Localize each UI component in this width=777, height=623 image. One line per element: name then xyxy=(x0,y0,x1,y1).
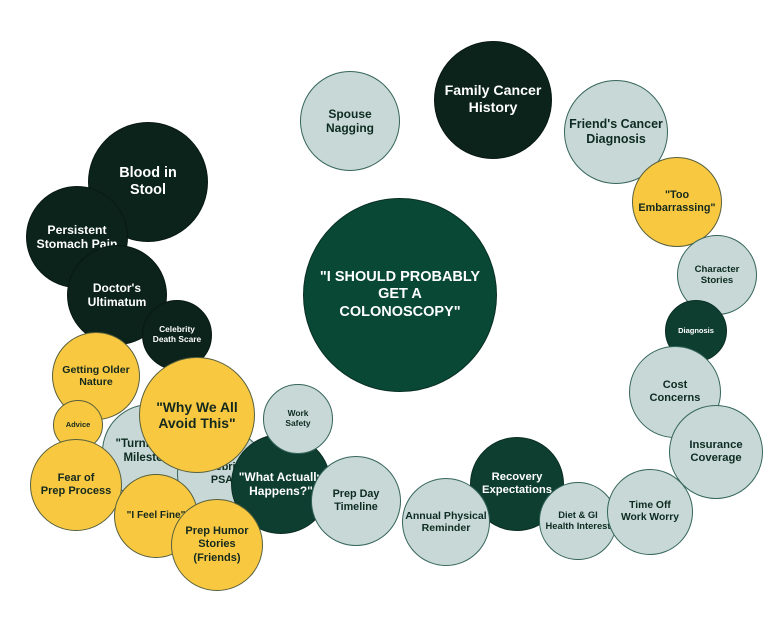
bubble-label-prep-humor-stories: Prep Humor Stories (Friends) xyxy=(185,525,249,564)
bubble-time-off-work-worry: Time Off Work Worry xyxy=(607,469,693,555)
bubble-annual-physical-reminder: Annual Physical Reminder xyxy=(402,478,490,566)
bubble-label-spouse-nagging: Spouse Nagging xyxy=(326,106,374,135)
bubble-label-diagnosis: Diagnosis xyxy=(678,325,714,335)
bubble-label-diet-gi-health-interest: Diet & GI Health Interest xyxy=(545,509,611,531)
bubble-label-cost-concerns: Cost Concerns xyxy=(649,378,701,404)
bubble-label-celebrity-death-scare: Celebrity Death Scare xyxy=(152,324,202,344)
bubble-label-central-topic: "I SHOULD PROBABLY GET A COLONOSCOPY" xyxy=(319,269,481,320)
bubble-why-we-all-avoid-this: "Why We All Avoid This" xyxy=(139,357,255,473)
bubble-diet-gi-health-interest: Diet & GI Health Interest xyxy=(539,482,617,560)
bubble-label-time-off-work-worry: Time Off Work Worry xyxy=(620,499,680,523)
bubble-prep-humor-stories: Prep Humor Stories (Friends) xyxy=(171,499,263,591)
bubble-family-cancer-history: Family Cancer History xyxy=(434,41,552,159)
bubble-label-why-we-all-avoid-this: "Why We All Avoid This" xyxy=(156,398,238,431)
bubble-label-too-embarrassing: "Too Embarrassing" xyxy=(638,189,716,214)
bubble-label-recovery-expectations: Recovery Expectations xyxy=(481,470,553,496)
bubble-label-prep-day-timeline: Prep Day Timeline xyxy=(332,488,380,513)
bubble-label-character-stories: Character Stories xyxy=(694,263,740,286)
bubble-label-getting-older-nature: Getting Older Nature xyxy=(62,363,130,388)
bubble-label-family-cancer-history: Family Cancer History xyxy=(444,83,542,116)
bubble-label-doctors-ultimatum: Doctor's Ultimatum xyxy=(87,280,147,309)
bubble-fear-of-prep-process: Fear of Prep Process xyxy=(30,439,122,531)
bubble-work-safety: Work Safety xyxy=(263,384,333,454)
bubble-label-advice: Advice xyxy=(65,419,91,429)
bubble-label-blood-in-stool: Blood in Stool xyxy=(119,165,177,198)
bubble-label-work-safety: Work Safety xyxy=(285,408,311,428)
bubble-label-annual-physical-reminder: Annual Physical Reminder xyxy=(405,509,487,534)
bubble-label-insurance-coverage: Insurance Coverage xyxy=(689,438,743,464)
bubble-label-friends-cancer-diagnosis: Friend's Cancer Diagnosis xyxy=(569,117,663,146)
bubble-prep-day-timeline: Prep Day Timeline xyxy=(311,456,401,546)
bubble-too-embarrassing: "Too Embarrassing" xyxy=(632,157,722,247)
bubble-spouse-nagging: Spouse Nagging xyxy=(300,71,400,171)
bubble-central-topic: "I SHOULD PROBABLY GET A COLONOSCOPY" xyxy=(303,198,497,392)
bubble-label-fear-of-prep-process: Fear of Prep Process xyxy=(40,471,112,497)
